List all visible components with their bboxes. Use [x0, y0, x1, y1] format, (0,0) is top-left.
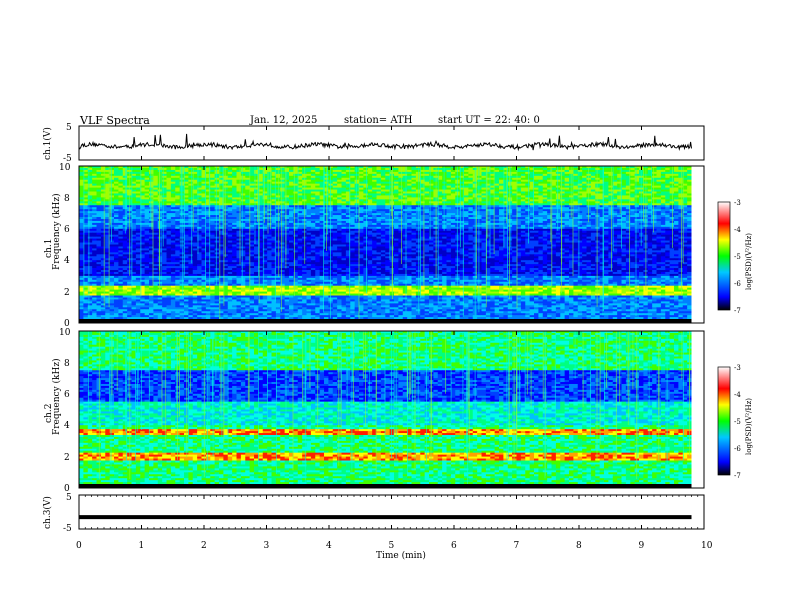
date-label: Jan. 12, 2025 — [249, 115, 317, 126]
figure-title: VLF Spectra — [79, 114, 150, 127]
ch1-spectrogram-panel: 0 2 4 6 8 10 ch.1 Frequency (kHz) — [44, 163, 704, 329]
ch1-ylabel: ch.1(V) — [42, 127, 53, 160]
ch1-waveform-frame — [79, 126, 704, 160]
station-label: station= ATH — [344, 115, 413, 126]
ch1-ytick-top: 5 — [66, 123, 72, 133]
ch1-spectrogram-image — [79, 166, 704, 323]
start-time-label: start UT = 22: 40: 0 — [438, 115, 540, 126]
